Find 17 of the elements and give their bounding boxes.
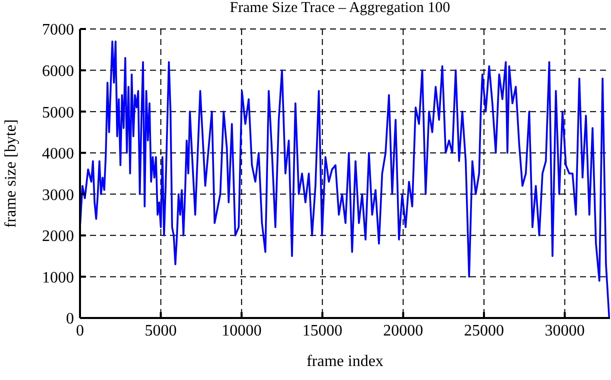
x-tick-label: 10000 bbox=[222, 322, 262, 340]
chart-title: Frame Size Trace – Aggregation 100 bbox=[228, 0, 452, 17]
y-tick-label: 7000 bbox=[42, 22, 74, 39]
x-tick-label: 25000 bbox=[464, 322, 504, 340]
x-tick-label: 20000 bbox=[383, 322, 424, 340]
y-tick-label: 6000 bbox=[42, 62, 74, 80]
x-axis-title: frame index bbox=[306, 353, 384, 370]
y-tick-label: 5000 bbox=[42, 104, 74, 122]
x-tick-label: 30000 bbox=[544, 322, 585, 340]
y-tick-label: 2000 bbox=[42, 228, 74, 246]
y-tick-label: 3000 bbox=[42, 186, 74, 204]
x-tick-label: 15000 bbox=[302, 322, 342, 340]
y-tick-label: 4000 bbox=[42, 146, 74, 163]
y-axis-title: frame size [byte] bbox=[2, 119, 20, 228]
y-tick-label: 1000 bbox=[42, 269, 74, 286]
x-tick-label: 5000 bbox=[144, 322, 177, 340]
y-tick-label: 0 bbox=[66, 310, 74, 328]
